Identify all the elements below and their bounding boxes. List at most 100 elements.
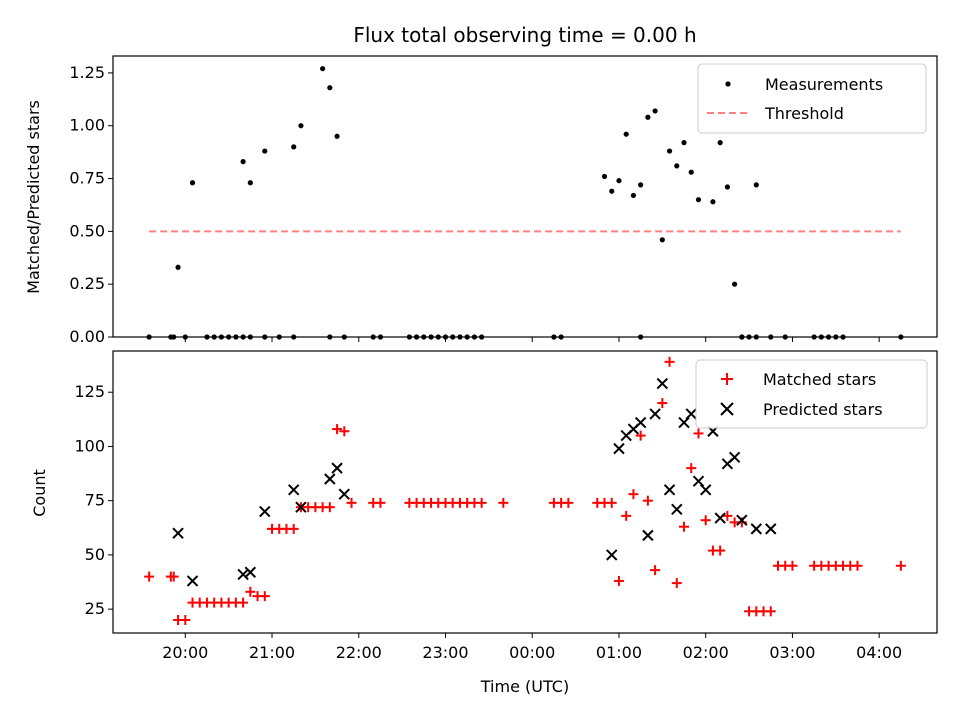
measurement-point bbox=[717, 140, 723, 146]
top-y-tick-label: 0.25 bbox=[69, 274, 105, 293]
measurement-point bbox=[630, 192, 637, 199]
predicted-star-point bbox=[750, 523, 763, 535]
predicted-star-point bbox=[765, 523, 777, 535]
matched-star-point bbox=[613, 575, 624, 586]
bottom-chart-frame bbox=[112, 350, 938, 634]
matched-star-point bbox=[635, 430, 646, 441]
predicted-star-point bbox=[172, 527, 184, 539]
matched-star-point bbox=[787, 560, 798, 571]
measurement-point bbox=[623, 131, 629, 137]
matched-star-point bbox=[498, 497, 509, 508]
predicted-star-point bbox=[678, 416, 690, 429]
matched-star-point bbox=[245, 586, 256, 597]
bottom-y-tick-label: 100 bbox=[74, 436, 105, 455]
top-chart-y-axis: 0.00 0.25 0.50 0.75 1.00 1.25 bbox=[69, 63, 113, 346]
predicted-star-point bbox=[649, 408, 661, 420]
matched-star-point bbox=[700, 515, 711, 526]
matched-star-point bbox=[650, 565, 661, 576]
bottom-chart-y-axis: 25 50 75 100 125 bbox=[74, 382, 113, 618]
measurement-point bbox=[674, 163, 680, 169]
bottom-x-tick-label: 01:00 bbox=[596, 643, 642, 662]
matched-star-point bbox=[657, 398, 668, 409]
predicted-star-point bbox=[692, 475, 705, 487]
bottom-chart-y-axis-label: Count bbox=[30, 469, 49, 517]
matched-star-point bbox=[628, 489, 639, 500]
bottom-chart-x-axis: 20:00 21:00 22:00 23:00 00:00 01:00 02:00 03:00… bbox=[162, 633, 902, 662]
predicted-star-point bbox=[642, 529, 654, 542]
legend-label-measurements: Measurements bbox=[765, 75, 883, 94]
predicted-star-point bbox=[338, 488, 351, 500]
matched-star-point bbox=[722, 510, 733, 521]
top-chart-y-axis-label: Matched/Predicted stars bbox=[24, 100, 43, 294]
predicted-star-point bbox=[287, 484, 300, 496]
matched-star-point bbox=[642, 495, 653, 506]
measurement-point bbox=[175, 264, 181, 270]
matched-star-point bbox=[765, 606, 776, 617]
matched-star-point bbox=[288, 523, 299, 534]
top-y-tick-label: 0.75 bbox=[69, 169, 105, 188]
matched-star-point bbox=[715, 545, 726, 556]
top-y-tick-label: 0.00 bbox=[69, 327, 105, 346]
predicted-star-point bbox=[244, 566, 257, 578]
top-y-tick-label: 0.50 bbox=[69, 221, 105, 240]
bottom-chart-x-axis-label: Time (UTC) bbox=[480, 677, 569, 696]
measurement-point bbox=[638, 182, 644, 188]
measurement-point bbox=[732, 281, 738, 287]
matched-star-point bbox=[563, 497, 574, 508]
matched-star-point bbox=[259, 591, 270, 602]
matched-star-point bbox=[238, 597, 249, 608]
predicted-star-point bbox=[237, 568, 249, 581]
matched-star-point bbox=[346, 497, 357, 508]
matched-star-point bbox=[375, 497, 386, 508]
measurement-point bbox=[753, 182, 759, 188]
bottom-x-tick-label: 21:00 bbox=[249, 643, 295, 662]
measurement-point bbox=[710, 199, 716, 205]
measurement-point bbox=[262, 148, 268, 154]
matched-star-point bbox=[144, 571, 155, 582]
matched-star-point bbox=[895, 560, 906, 571]
legend-marker-measurements bbox=[725, 81, 731, 87]
measurement-point bbox=[320, 66, 326, 72]
predicted-star-point bbox=[613, 442, 625, 455]
bottom-x-tick-label: 00:00 bbox=[509, 643, 555, 662]
legend-marker-matched-stars bbox=[721, 373, 733, 385]
bottom-y-tick-label: 75 bbox=[85, 491, 105, 510]
top-chart-title: Flux total observing time = 0.00 h bbox=[353, 23, 696, 47]
bottom-x-tick-label: 23:00 bbox=[422, 643, 468, 662]
bottom-chart-legend: Matched stars Predicted stars bbox=[695, 359, 928, 429]
matched-star-point bbox=[332, 424, 343, 435]
matched-star-point bbox=[606, 497, 617, 508]
top-chart-x-ticks bbox=[184, 337, 880, 342]
bottom-x-tick-label: 04:00 bbox=[856, 643, 902, 662]
matched-star-point bbox=[852, 560, 863, 571]
measurement-point bbox=[724, 184, 730, 190]
measurement-point bbox=[695, 197, 702, 203]
matched-star-point bbox=[168, 571, 179, 582]
legend-label-matched-stars: Matched stars bbox=[763, 370, 876, 389]
measurement-point bbox=[616, 178, 622, 184]
measurement-point bbox=[645, 114, 651, 120]
measurement-point bbox=[609, 188, 615, 194]
legend-box bbox=[697, 63, 927, 134]
bottom-y-tick-label: 125 bbox=[74, 382, 105, 401]
matched-star-point bbox=[671, 578, 682, 589]
measurement-point bbox=[681, 140, 687, 146]
bottom-x-tick-label: 03:00 bbox=[769, 643, 815, 662]
measurement-point bbox=[659, 237, 665, 243]
predicted-star-point bbox=[736, 514, 748, 526]
matched-star-point bbox=[476, 497, 487, 508]
measurement-point bbox=[327, 85, 333, 91]
measurement-point bbox=[666, 148, 673, 154]
legend-marker-predicted-stars bbox=[720, 402, 734, 416]
matched-star-point bbox=[324, 502, 335, 513]
measurement-point bbox=[189, 180, 196, 186]
measurement-point bbox=[298, 123, 304, 129]
matched-star-point bbox=[664, 356, 675, 367]
matched-star-point bbox=[621, 510, 632, 521]
predicted-star-point bbox=[656, 377, 669, 390]
top-y-tick-label: 1.25 bbox=[69, 63, 105, 82]
predicted-star-point bbox=[331, 462, 343, 474]
measurement-point bbox=[334, 133, 340, 139]
matched-star-point bbox=[339, 426, 350, 437]
